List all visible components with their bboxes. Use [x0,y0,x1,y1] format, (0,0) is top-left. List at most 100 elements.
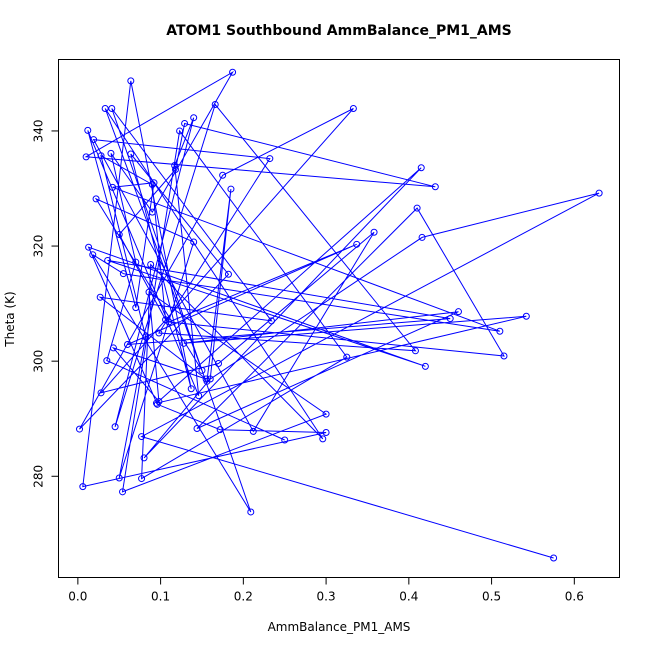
x-axis-label: AmmBalance_PM1_AMS [268,620,411,634]
data-point [227,185,235,193]
data-point [187,385,195,393]
x-tick-label: 0.3 [317,590,336,604]
data-point [97,152,105,160]
data-point [343,353,351,361]
x-tick-label: 0.6 [565,590,584,604]
data-point [229,68,237,76]
x-tick-label: 0.4 [399,590,418,604]
data-point [115,474,123,482]
data-point [418,233,426,241]
data-point [97,389,105,397]
data-point [500,352,508,360]
data-point [319,435,327,443]
data-point [162,316,170,324]
data-point [104,256,112,264]
data-point [550,554,558,562]
data-point [103,357,111,365]
data-point [85,243,93,251]
data-point [247,508,255,516]
data-point [109,344,117,352]
data-point [127,150,135,158]
data-point [124,340,132,348]
data-point [155,397,163,405]
data-point [595,189,603,197]
data-point [421,362,429,370]
data-point [206,375,214,383]
data-point [150,179,158,187]
data-point [108,104,116,112]
points-layer [76,68,603,562]
data-point [132,304,140,312]
data-point [181,119,189,127]
data-point [249,427,257,435]
data-point [198,366,206,374]
data-point [171,161,179,169]
data-point [496,327,504,335]
series-layer [79,70,600,559]
data-point [90,136,98,144]
data-point [413,204,421,212]
x-tick-label: 0.0 [68,590,87,604]
data-point [215,359,223,367]
data-point [111,423,119,431]
data-point [322,410,330,418]
data-point [195,392,203,400]
data-point [190,114,198,122]
data-point [84,126,92,134]
data-point [522,312,530,320]
data-point [417,164,425,172]
data-point [142,333,150,341]
x-axis: 0.0 0.1 0.2 0.3 0.4 0.5 0.6 [68,577,584,604]
y-tick-label: 300 [32,350,46,373]
data-point [138,475,146,483]
data-point [193,425,201,433]
data-point [202,375,210,383]
chart-title: ATOM1 Southbound AmmBalance_PM1_AMS [166,23,511,39]
data-point [349,104,357,112]
data-point [79,483,87,491]
y-axis: 280 300 320 340 [32,119,59,488]
data-point [132,258,140,266]
x-tick-label: 0.1 [151,590,170,604]
data-point [101,104,109,112]
data-point [140,454,148,462]
data-point [411,347,419,355]
data-point [76,425,84,433]
data-point [127,77,135,85]
data-point [155,329,163,337]
data-point [89,251,97,259]
data-point [454,308,462,316]
data-point [138,433,146,441]
x-tick-label: 0.5 [482,590,501,604]
data-point [119,488,127,496]
y-axis-label: Theta (K) [3,291,17,347]
data-point [148,180,156,188]
y-tick-label: 320 [32,235,46,258]
data-point [82,153,90,161]
data-point [446,315,454,323]
x-tick-label: 0.2 [234,590,253,604]
data-point [370,228,378,236]
data-point [145,288,153,296]
data-point [267,317,275,325]
data-point [92,195,100,203]
data-point [109,183,117,191]
data-point [107,149,115,157]
data-point [180,339,188,347]
data-point [216,426,224,434]
data-point [148,208,156,216]
y-tick-label: 340 [32,119,46,142]
data-point [176,127,184,135]
data-point [115,231,123,239]
data-point [219,171,227,179]
data-point [190,238,198,246]
y-tick-label: 280 [32,465,46,488]
data-point [322,429,330,437]
series-line [79,70,600,559]
data-point [281,436,289,444]
data-point [147,260,155,268]
data-point [266,155,274,163]
